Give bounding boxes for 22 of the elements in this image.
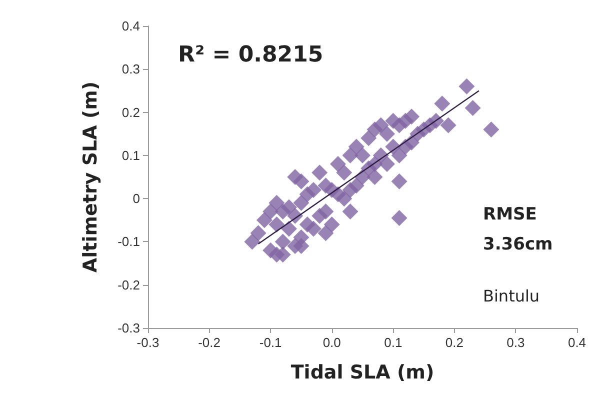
y-axis-title: Altimetry SLA (m) [80,81,102,273]
y-tick-label: 0.3 [122,62,140,77]
x-tick-label: -0.3 [136,335,160,350]
x-tick-label: 0.2 [445,335,464,350]
annotation: Bintulu [483,286,540,306]
y-tick-label: -0.1 [118,234,140,250]
x-tick-label: -0.1 [259,335,282,350]
y-tick-label: 0.1 [122,148,140,163]
x-tick-label: 0.4 [568,335,586,350]
y-tick-label: 0.2 [122,104,140,120]
y-tick-label: 0 [132,191,140,206]
y-tick-label: 0.4 [122,18,140,34]
annotation: R² = 0.8215 [178,42,324,68]
y-tick-label: -0.3 [118,320,140,336]
x-tick-label: 0.1 [384,335,402,350]
x-axis-title: Tidal SLA (m) [290,362,434,384]
y-tick-label: -0.2 [118,277,140,292]
x-tick-label: 0.0 [322,335,341,350]
x-tick-label: -0.2 [198,335,220,350]
annotation: RMSE [483,204,537,224]
x-tick-label: 0.3 [506,335,525,350]
annotation: 3.36cm [483,234,553,254]
